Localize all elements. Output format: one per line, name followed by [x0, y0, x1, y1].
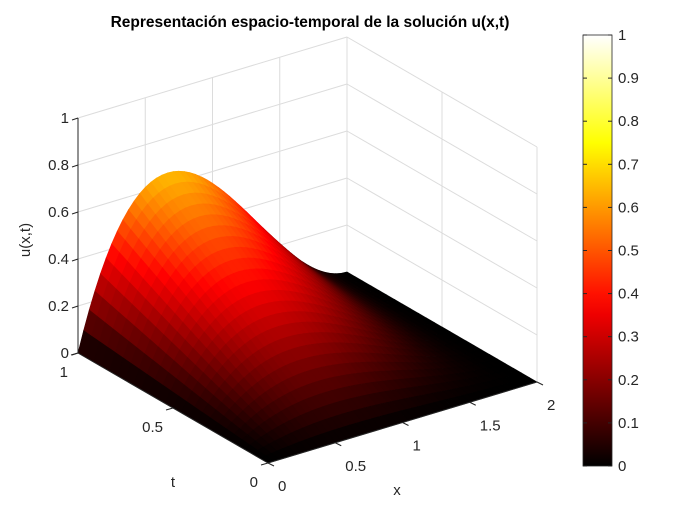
- t-tick-label: 0: [250, 474, 258, 491]
- chart-title: Representación espacio-temporal de la so…: [111, 14, 510, 31]
- z-tick: [71, 305, 79, 309]
- z-tick-label: 0.2: [48, 298, 69, 315]
- x-tick: [469, 401, 476, 406]
- x-tick-label: 1.5: [480, 417, 501, 434]
- x-tick-label: 0.5: [345, 458, 366, 475]
- z-tick-label: 0.6: [48, 204, 69, 221]
- colorbar-tick-label: 0.3: [618, 329, 639, 346]
- z-tick-label: 0.8: [48, 157, 69, 174]
- z-axis-label: u(x,t): [17, 223, 34, 257]
- z-tick: [71, 258, 79, 262]
- t-tick: [260, 462, 269, 466]
- t-tick: [165, 407, 174, 411]
- x-tick: [335, 442, 342, 447]
- t-tick: [70, 352, 79, 356]
- x-tick-label: 1: [413, 438, 421, 455]
- surface: [77, 170, 538, 464]
- x-tick-label: 2: [547, 397, 555, 414]
- colorbar-tick-label: 0.7: [618, 156, 639, 173]
- colorbar-tick-label: 0.5: [618, 243, 639, 260]
- t-tick-label: 0.5: [142, 419, 163, 436]
- colorbar-tick-label: 0: [618, 458, 626, 475]
- x-tick: [267, 462, 275, 467]
- z-tick: [71, 164, 79, 168]
- t-axis-label: t: [171, 474, 176, 491]
- x-tick: [536, 381, 544, 386]
- x-tick-label: 0: [278, 478, 286, 495]
- colorbar-tick-label: 1: [618, 27, 626, 44]
- z-tick-label: 1: [61, 110, 69, 127]
- z-tick: [71, 117, 79, 121]
- x-tick: [402, 422, 409, 426]
- z-tick-label: 0.4: [48, 251, 69, 268]
- colorbar-tick-label: 0.6: [618, 199, 639, 216]
- z-tick-label: 0: [61, 345, 69, 362]
- colorbar-tick-label: 0.9: [618, 70, 639, 87]
- z-tick: [71, 211, 79, 215]
- t-tick-label: 1: [60, 364, 68, 381]
- colorbar-scale: [582, 34, 613, 467]
- axes: 0 0.2 0.4 0.6 0.8 1 0 0.5 1 0 0.5 1 1.5 2: [48, 110, 555, 495]
- colorbar-tick-label: 0.1: [618, 415, 639, 432]
- colorbar-tick-label: 0.4: [618, 286, 639, 303]
- colorbar-tick-label: 0.2: [618, 372, 639, 389]
- colorbar-tick-label: 0.8: [618, 113, 639, 130]
- x-axis-label: x: [393, 482, 401, 499]
- colorbar: 0 0.1 0.2 0.3 0.4 0.5 0.6 0.7 0.8 0.9 1: [582, 27, 639, 475]
